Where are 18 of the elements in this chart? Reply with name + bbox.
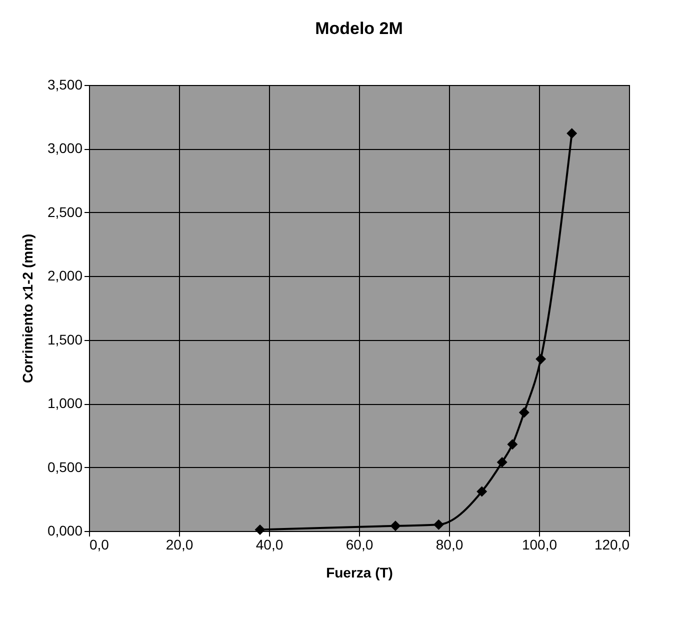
x-tick-label: 0,0 (90, 536, 110, 552)
y-tick-label: 2,000 (47, 268, 83, 284)
y-tick-label: 3,500 (47, 76, 83, 92)
x-tick-label: 40,0 (256, 536, 284, 552)
y-axis-title: Corrimiento x1-2 (mm) (19, 234, 36, 384)
x-tick-label: 100,0 (522, 536, 558, 552)
x-tick-label: 80,0 (436, 536, 464, 552)
chart-title: Modelo 2M (315, 19, 403, 38)
x-axis-title: Fuerza (T) (326, 564, 393, 580)
y-tick-label: 2,500 (47, 204, 83, 220)
x-tick-label: 120,0 (594, 536, 630, 552)
y-tick-label: 1,500 (47, 331, 83, 348)
y-tick-label: 3,000 (47, 140, 83, 156)
y-tick-label: 0,000 (47, 522, 83, 538)
y-tick-label: 0,500 (47, 458, 83, 475)
x-tick-label: 60,0 (346, 536, 374, 552)
x-tick-label: 20,0 (166, 536, 194, 552)
y-tick-label: 1,000 (47, 395, 83, 412)
